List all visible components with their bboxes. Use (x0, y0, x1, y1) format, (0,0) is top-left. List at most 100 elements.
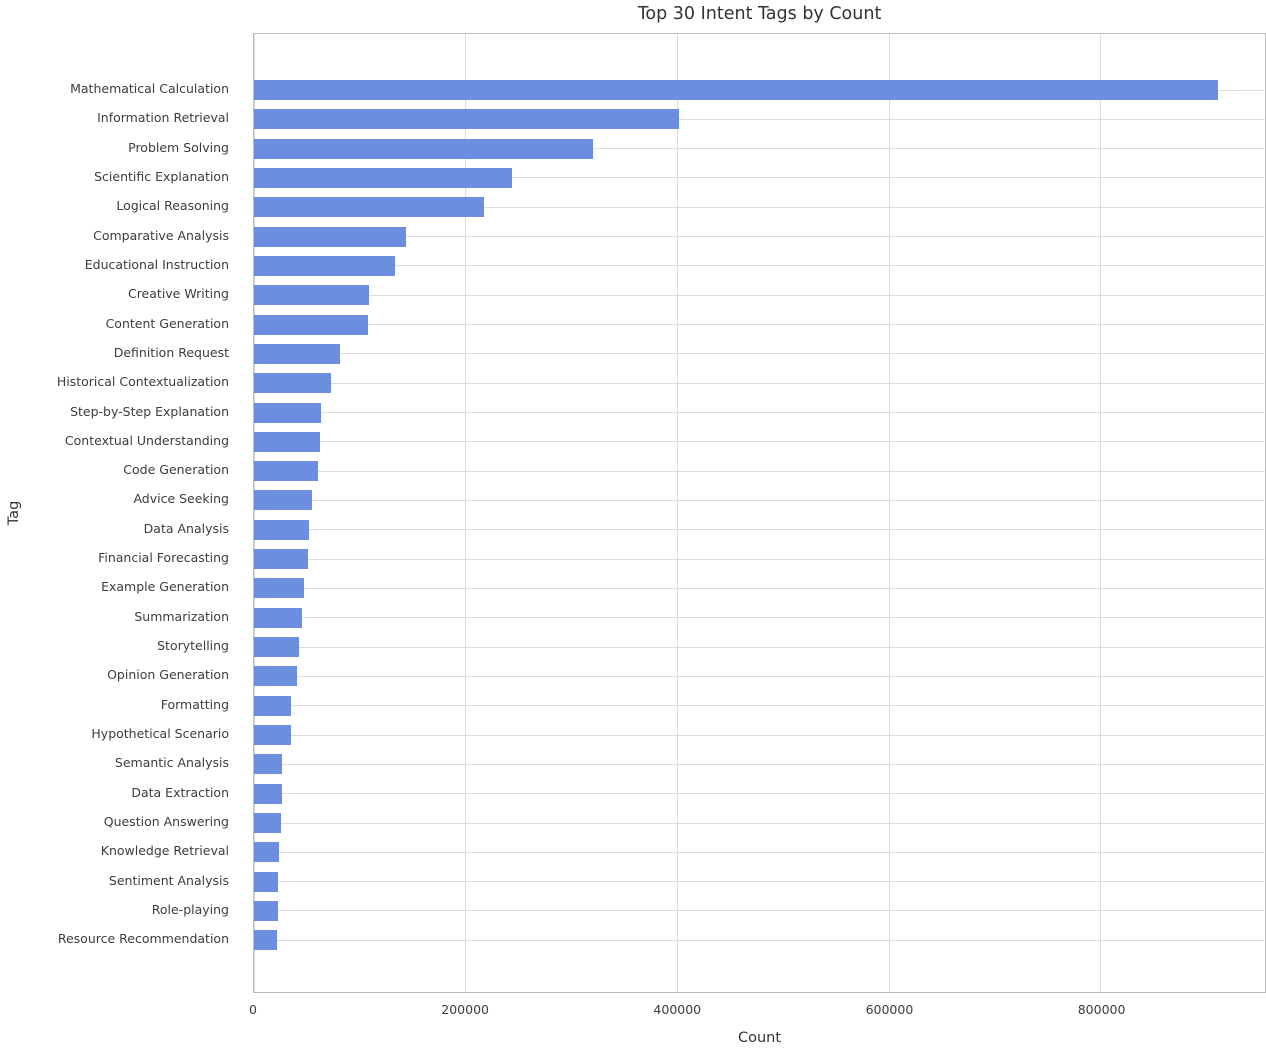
y-tick-label: Definition Request (113, 344, 229, 360)
bar (254, 197, 484, 218)
y-gridline (254, 206, 1265, 208)
bar (254, 695, 292, 716)
y-gridline (254, 763, 1265, 765)
y-axis-labels: Mathematical Calculation Information Retr… (0, 33, 241, 993)
y-tick-label: Resource Recommendation (57, 931, 229, 947)
x-gridline (1100, 34, 1102, 992)
y-tick-label: Financial Forecasting (98, 550, 229, 566)
bar (254, 255, 396, 276)
plot-area (253, 33, 1266, 993)
bar (254, 314, 368, 335)
chart-title: Top 30 Intent Tags by Count (637, 4, 882, 24)
y-tick-label: Information Retrieval (97, 110, 229, 126)
y-tick-label: Historical Contextualization (56, 374, 229, 390)
y-gridline (254, 851, 1265, 853)
y-tick-label: Knowledge Retrieval (100, 843, 229, 859)
y-gridline (254, 294, 1265, 296)
y-tick-label: Example Generation (101, 579, 229, 595)
x-gridline (888, 34, 890, 992)
bar (254, 402, 321, 423)
bar (254, 549, 309, 570)
bar (254, 666, 298, 687)
y-tick-label: Problem Solving (128, 139, 229, 155)
bar (254, 226, 406, 247)
y-tick-label: Data Analysis (143, 520, 229, 536)
y-gridline (254, 353, 1265, 355)
y-gridline (254, 441, 1265, 443)
bar (254, 285, 370, 306)
x-gridline (465, 34, 467, 992)
y-tick-label: Opinion Generation (107, 667, 229, 683)
x-tick-label: 200000 (441, 1002, 489, 1017)
bar (254, 813, 281, 833)
y-gridline (254, 324, 1265, 326)
y-tick-label: Scientific Explanation (94, 168, 229, 184)
y-gridline (254, 617, 1265, 619)
bar (254, 754, 283, 775)
y-gridline (254, 793, 1265, 795)
y-tick-label: Educational Instruction (84, 256, 229, 272)
y-gridline (254, 148, 1265, 150)
y-tick-label: Summarization (134, 608, 229, 624)
bar (254, 637, 300, 658)
y-gridline (254, 529, 1265, 531)
y-tick-label: Hypothetical Scenario (91, 726, 229, 742)
bar (254, 138, 593, 159)
bar (254, 343, 341, 364)
y-tick-label: Code Generation (123, 462, 229, 478)
y-tick-label: Role-playing (151, 901, 229, 917)
bar (254, 109, 679, 130)
y-gridline (254, 382, 1265, 384)
y-gridline (254, 412, 1265, 414)
y-gridline (254, 705, 1265, 707)
bar (254, 519, 310, 540)
bar (254, 373, 332, 394)
bar (254, 725, 291, 746)
y-tick-label: Mathematical Calculation (70, 81, 229, 96)
y-axis-title: Tag (6, 500, 22, 526)
y-gridline (254, 587, 1265, 589)
y-tick-label: Sentiment Analysis (108, 872, 229, 888)
bar (254, 783, 282, 804)
x-gridline (254, 34, 255, 992)
y-tick-label: Logical Reasoning (116, 198, 229, 214)
x-gridline (676, 34, 678, 992)
y-tick-label: Data Extraction (131, 784, 229, 800)
y-gridline (254, 236, 1265, 238)
x-axis-title: Count (737, 1030, 782, 1046)
bar (254, 578, 304, 599)
bar (254, 607, 302, 628)
y-gridline (254, 646, 1265, 648)
y-gridline (254, 734, 1265, 736)
y-tick-label: Creative Writing (127, 286, 229, 302)
bar (254, 490, 313, 511)
y-gridline (254, 118, 1265, 120)
bar (254, 461, 319, 482)
x-tick-label: 600000 (865, 1002, 914, 1017)
bar (254, 80, 1219, 100)
y-tick-label: Contextual Understanding (64, 432, 229, 448)
y-gridline (254, 177, 1265, 179)
y-gridline (254, 939, 1265, 941)
y-tick-label: Storytelling (157, 638, 229, 654)
bar (254, 871, 278, 892)
x-axis-ticks: 0 200000 400000 600000 800000 (249, 993, 1266, 1023)
y-gridline (254, 881, 1265, 883)
bar (254, 431, 320, 452)
y-gridline (254, 558, 1265, 560)
bar (254, 900, 278, 921)
y-gridline (254, 822, 1265, 824)
x-tick-label: 400000 (653, 1002, 702, 1017)
y-gridline (254, 265, 1265, 267)
x-tick-label: 800000 (1077, 1002, 1126, 1017)
y-tick-label: Question Answering (103, 814, 229, 829)
y-gridline (254, 470, 1265, 472)
bar (254, 930, 277, 951)
y-gridline (254, 675, 1265, 677)
y-tick-label: Step-by-Step Explanation (70, 403, 229, 419)
y-tick-label: Advice Seeking (133, 491, 229, 507)
y-tick-label: Formatting (160, 696, 229, 712)
y-gridline (254, 910, 1265, 912)
bar (254, 842, 280, 863)
